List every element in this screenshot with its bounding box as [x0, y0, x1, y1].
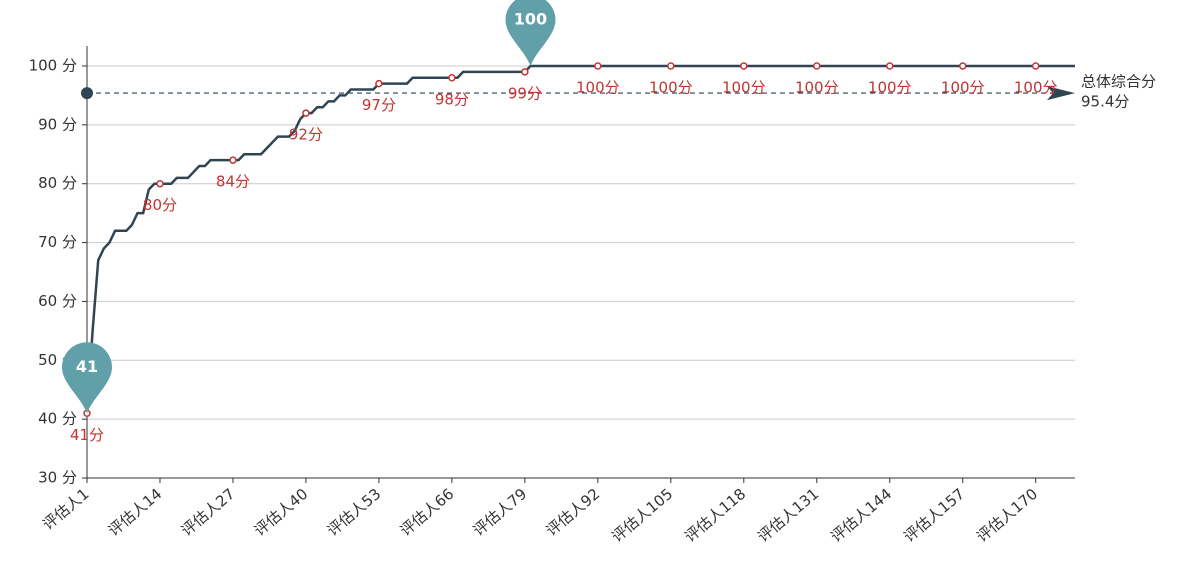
x-tick-label: 评估人157 — [900, 485, 968, 546]
value-label: 97分 — [362, 96, 396, 114]
pin — [62, 342, 112, 414]
point — [521, 68, 529, 76]
line — [85, 64, 1075, 414]
x-tick-label: 评估人92 — [543, 485, 604, 540]
x-tick-label: 评估人27 — [178, 485, 239, 540]
point — [229, 156, 237, 164]
value-label: 98分 — [435, 90, 469, 108]
value-label: 100分 — [941, 79, 985, 97]
value-label: 84分 — [216, 173, 250, 191]
y-tick-label: 30 分 — [38, 469, 77, 487]
value-label: 92分 — [289, 126, 323, 144]
value-label: 100分 — [1014, 79, 1058, 97]
x-tick-label: 评估人1 — [39, 485, 92, 534]
value-label: 100分 — [722, 79, 766, 97]
pin-label: 41 — [76, 357, 98, 376]
point — [156, 179, 164, 188]
point — [740, 62, 748, 70]
x-tick-label: 评估人40 — [251, 485, 312, 540]
x-tick-label: 评估人118 — [681, 485, 749, 546]
average-start — [81, 87, 93, 100]
point — [594, 62, 602, 70]
x-tick-label: 评估人144 — [827, 485, 895, 546]
x-tick-label: 评估人170 — [973, 485, 1041, 546]
x-tick-label: 评估人79 — [470, 485, 531, 540]
pin-label: 100 — [514, 10, 547, 29]
x-tick-label: 评估人53 — [324, 485, 385, 540]
y-tick-label: 90 分 — [38, 115, 77, 133]
point — [302, 109, 310, 117]
x-tick-label: 评估人66 — [397, 485, 458, 540]
value-label: 99分 — [508, 84, 542, 102]
x-tick-label: 评估人105 — [608, 485, 676, 546]
point — [1031, 62, 1040, 70]
point — [448, 74, 456, 82]
y-tick-label: 100 分 — [29, 57, 77, 75]
y-tick-label: 80 分 — [38, 174, 77, 192]
y-tick-label: 40 分 — [38, 410, 77, 428]
point — [958, 62, 967, 70]
average-value: 95.4分 — [1081, 93, 1129, 111]
y-tick-label: 70 分 — [38, 233, 77, 251]
point — [813, 62, 821, 70]
pin — [505, 0, 556, 66]
x-tick-label: 评估人131 — [754, 485, 822, 546]
value-label: 41分 — [70, 426, 104, 444]
average-arrow — [1047, 86, 1075, 101]
value-label: 100分 — [795, 79, 839, 97]
value-label: 100分 — [576, 79, 620, 97]
x-tick-label: 评估人14 — [105, 485, 166, 540]
point — [886, 62, 894, 70]
point — [667, 62, 675, 70]
point — [375, 79, 383, 88]
y-tick-label: 60 分 — [38, 292, 77, 310]
value-label: 100分 — [649, 79, 693, 97]
average-name: 总体综合分 — [1081, 73, 1156, 91]
value-label: 80分 — [143, 196, 177, 214]
value-label: 100分 — [868, 79, 912, 97]
